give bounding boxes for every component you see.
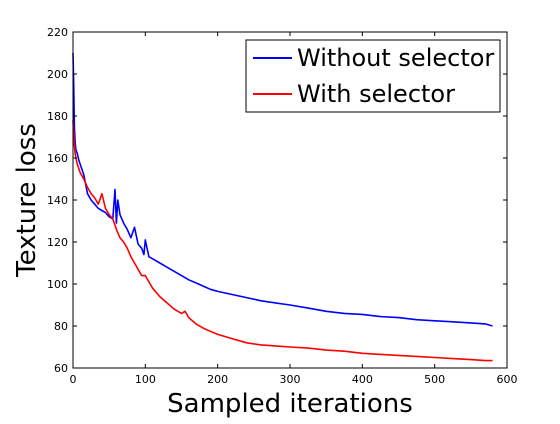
legend-box <box>245 39 501 113</box>
x-tick-label: 500 <box>424 373 445 386</box>
y-tick-label: 80 <box>54 320 68 333</box>
x-tick-label: 0 <box>70 373 77 386</box>
x-tick-label: 100 <box>135 373 156 386</box>
series-layer <box>72 52 493 362</box>
y-tick-label: 180 <box>47 110 68 123</box>
series-line-without-selector <box>72 52 493 327</box>
y-tick-label: 200 <box>47 68 68 81</box>
y-tick-label: 140 <box>47 194 68 207</box>
y-tick-label: 100 <box>47 278 68 291</box>
x-tick-label: 400 <box>352 373 373 386</box>
legend-label-with-selector: With selector <box>297 80 455 108</box>
x-tick-label: 600 <box>497 373 518 386</box>
legend-label-without-selector: Without selector <box>297 44 494 72</box>
x-tick-label: 200 <box>207 373 228 386</box>
legend: Without selector With selector <box>245 39 501 113</box>
series-line-with-selector <box>72 120 493 362</box>
y-tick-label: 60 <box>54 362 68 375</box>
x-tick-label: 300 <box>280 373 301 386</box>
y-tick-label: 160 <box>47 152 68 165</box>
y-tick-label: 120 <box>47 236 68 249</box>
tick-layer: 0 100 200 300 400 500 600 60 80 100 120 140 160 180 20… <box>47 26 518 386</box>
y-tick-label: 220 <box>47 26 68 39</box>
x-axis-label: Sampled iterations <box>167 389 413 419</box>
y-axis-label: Texture loss <box>12 123 42 278</box>
